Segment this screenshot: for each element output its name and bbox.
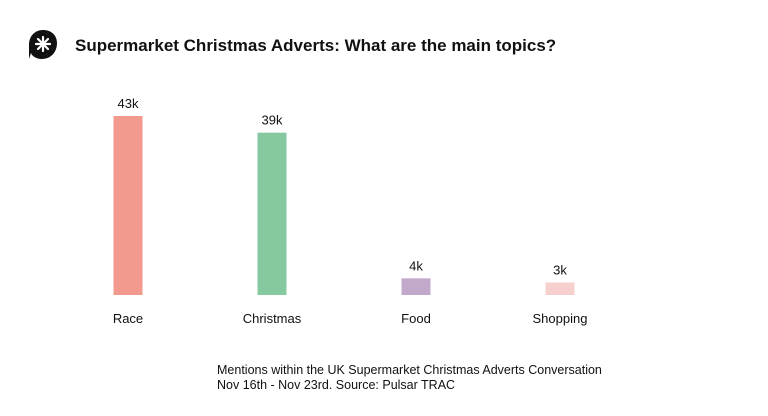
value-label-race: 43k [118, 96, 139, 111]
value-label-christmas: 39k [262, 113, 283, 128]
footnote-line-2: Nov 16th - Nov 23rd. Source: Pulsar TRAC [217, 378, 456, 392]
category-label-race: Race [113, 311, 143, 326]
value-label-shopping: 3k [553, 263, 567, 278]
bar-shopping [545, 282, 575, 295]
footnote-line-1: Mentions within the UK Supermarket Chris… [217, 363, 602, 377]
category-label-shopping: Shopping [533, 311, 588, 326]
bar-christmas [257, 132, 287, 295]
value-label-food: 4k [409, 258, 423, 273]
chart-footnote: Mentions within the UK Supermarket Chris… [217, 363, 602, 393]
pulsar-logo-icon [26, 28, 60, 62]
category-label-christmas: Christmas [243, 311, 302, 326]
bar-food [401, 278, 431, 295]
bar-race [113, 116, 143, 295]
chart-title: Supermarket Christmas Adverts: What are … [75, 36, 557, 55]
category-label-food: Food [401, 311, 431, 326]
